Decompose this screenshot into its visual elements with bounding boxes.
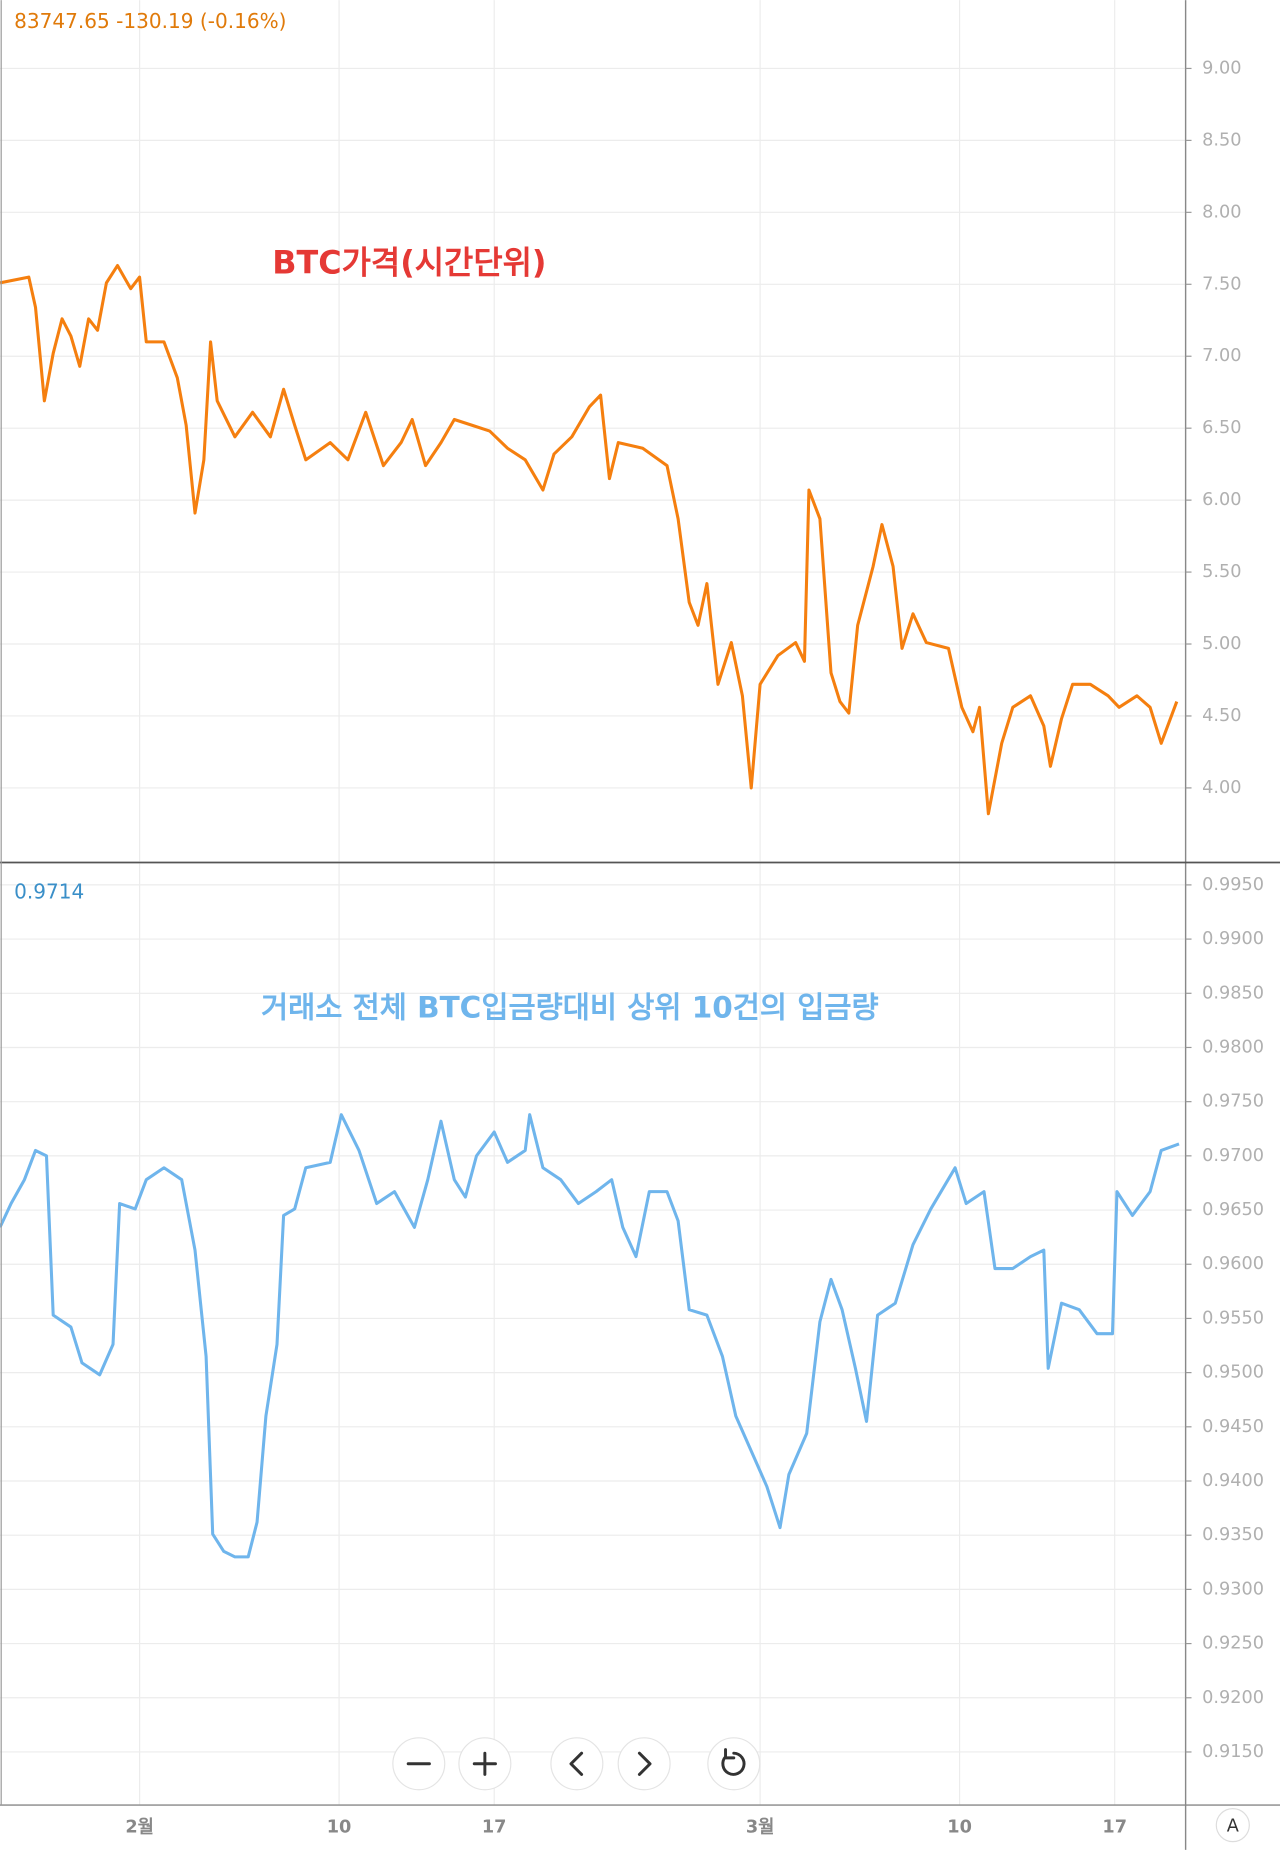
y-tick-label: 0.9550 [1202, 1308, 1264, 1328]
y-tick-label: 5.00 [1202, 634, 1241, 654]
y-tick-label: 4.50 [1202, 706, 1241, 726]
reset-button[interactable] [707, 1737, 761, 1791]
y-tick-label: 0.9750 [1202, 1092, 1264, 1112]
tick-layer: 4.00 4.50 5.00 5.50 6.00 6.50 7.00 7.50 8.00 8.50… [125, 58, 1264, 1837]
y-tick-label: 0.9150 [1202, 1742, 1264, 1762]
y-tick-label: 0.9500 [1202, 1363, 1264, 1383]
y-tick-label: 8.50 [1202, 130, 1241, 150]
y-tick-label: 0.9350 [1202, 1525, 1264, 1545]
y-tick-label: 9.00 [1202, 58, 1241, 78]
zoom-in-button[interactable] [458, 1737, 512, 1791]
y-tick-label: 4.00 [1202, 778, 1241, 798]
y-tick-label: 6.00 [1202, 490, 1241, 510]
zoom-out-button[interactable] [392, 1737, 446, 1791]
y-tick-label: 0.9850 [1202, 983, 1264, 1003]
y-tick-label: 0.9800 [1202, 1037, 1264, 1057]
y-tick-label: 7.00 [1202, 346, 1241, 366]
x-tick-label: 2월 [125, 1816, 154, 1837]
x-tick-label: 3월 [746, 1816, 775, 1837]
current-value: 0.9714 [14, 880, 84, 904]
y-tick-label: 0.9450 [1202, 1417, 1264, 1437]
y-tick-label: 0.9600 [1202, 1254, 1264, 1274]
auto-scale-button[interactable]: A [1215, 1808, 1250, 1843]
y-tick-label: 0.9700 [1202, 1146, 1264, 1166]
data-line [0, 1113, 1180, 1559]
y-tick-label: 6.50 [1202, 418, 1241, 438]
scroll-right-button[interactable] [617, 1737, 671, 1791]
x-tick-label: 17 [482, 1817, 507, 1837]
scroll-left-button[interactable] [550, 1737, 604, 1791]
y-tick-label: 0.9650 [1202, 1200, 1264, 1220]
auto-scale-circle[interactable] [1215, 1808, 1250, 1843]
x-tick-label: 10 [947, 1817, 972, 1837]
price-annotation: BTC가격(시간단위) [272, 243, 546, 281]
price-header: 83747.65 -130.19 (-0.16%) [14, 9, 286, 33]
y-tick-label: 0.9250 [1202, 1634, 1264, 1654]
y-tick-label: 0.9300 [1202, 1579, 1264, 1599]
x-tick-label: 17 [1102, 1817, 1127, 1837]
y-tick-label: 0.9950 [1202, 875, 1264, 895]
y-tick-label: 0.9200 [1202, 1688, 1264, 1708]
ratio-annotation: 거래소 전체 BTC입금량대비 상위 10건의 입금량 [261, 990, 879, 1024]
x-tick-label: 10 [327, 1817, 352, 1837]
y-tick-label: 7.50 [1202, 274, 1241, 294]
y-tick-label: 5.50 [1202, 562, 1241, 582]
data-line [0, 264, 1179, 816]
y-tick-label: 0.9400 [1202, 1471, 1264, 1491]
y-tick-label: 0.9900 [1202, 929, 1264, 949]
y-tick-label: 8.00 [1202, 202, 1241, 222]
auto-scale-label[interactable]: A [1227, 1816, 1239, 1836]
line-layer [0, 264, 1180, 1559]
